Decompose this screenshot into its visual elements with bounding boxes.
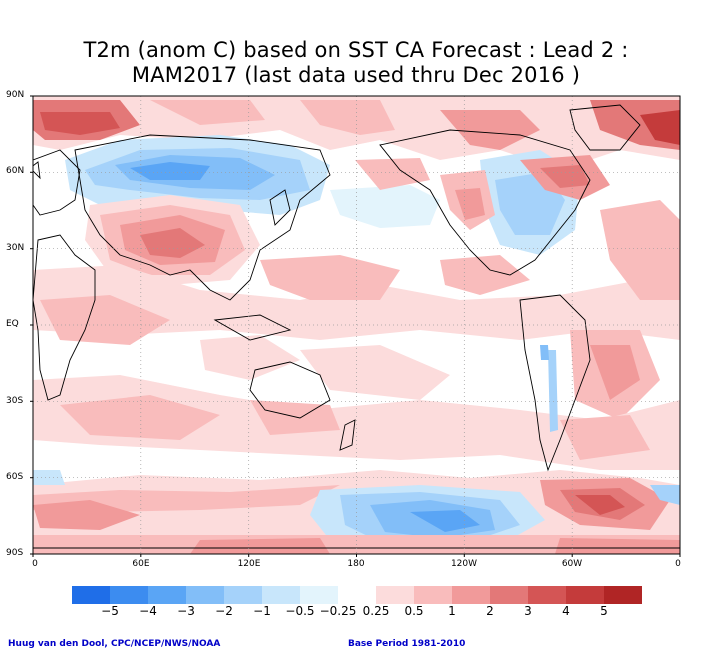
lat-tick-label: 30S: [6, 396, 24, 406]
legend-swatch: [262, 586, 301, 604]
legend-swatch: [414, 586, 453, 604]
lat-tick-label: 30N: [6, 243, 25, 253]
legend-tick-label: −0.5: [285, 604, 315, 618]
lon-tick-label: 0: [32, 559, 38, 569]
legend-swatch: [566, 586, 605, 604]
legend-swatch: [528, 586, 567, 604]
legend-swatch: [110, 586, 149, 604]
legend-swatch: [452, 586, 491, 604]
legend-swatch: [300, 586, 339, 604]
legend-swatch: [338, 586, 377, 604]
legend-tick-label: 1: [448, 604, 456, 618]
graticule: [33, 96, 680, 554]
legend-tick-label: −1: [253, 604, 271, 618]
legend-swatch: [376, 586, 415, 604]
legend-tick-label: −0.25: [319, 604, 357, 618]
color-legend: [72, 586, 642, 604]
map-title-line-1: T2m (anom C) based on SST CA Forecast : …: [83, 38, 629, 62]
lat-tick-label: 90S: [6, 548, 24, 558]
legend-tick-label: 2: [486, 604, 494, 618]
credit-base-period: Base Period 1981-2010: [348, 639, 466, 649]
legend-swatch: [224, 586, 263, 604]
lon-tick-label: 120W: [450, 559, 478, 569]
legend-tick-label: −2: [215, 604, 233, 618]
lat-tick-label: 60N: [6, 166, 25, 176]
lon-tick-label: 60E: [132, 559, 150, 569]
legend-swatch: [490, 586, 529, 604]
legend-tick-label: 5: [600, 604, 608, 618]
legend-tick-label: 4: [562, 604, 570, 618]
lat-tick-label: 60S: [6, 472, 24, 482]
lon-tick-label: 60W: [561, 559, 583, 569]
anomaly-field: [33, 96, 680, 554]
legend-tick-label: −4: [139, 604, 157, 618]
map-title-line-2: MAM2017 (last data used thru Dec 2016 ): [131, 63, 581, 87]
legend-tick-label: 0.5: [404, 604, 424, 618]
lon-tick-label: 180: [347, 559, 365, 569]
legend-swatch: [604, 586, 642, 604]
lat-tick-label: EQ: [6, 319, 19, 329]
legend-swatch: [186, 586, 225, 604]
credit-author: Huug van den Dool, CPC/NCEP/NWS/NOAA: [8, 639, 221, 649]
legend-swatch: [72, 586, 111, 604]
lon-tick-label: 120E: [237, 559, 261, 569]
lat-tick-label: 90N: [6, 90, 25, 100]
legend-tick-label: 3: [524, 604, 532, 618]
legend-tick-label: 0.25: [362, 604, 390, 618]
legend-swatch: [148, 586, 187, 604]
legend-tick-label: −5: [101, 604, 119, 618]
legend-tick-label: −3: [177, 604, 195, 618]
lon-tick-label: 0: [675, 559, 681, 569]
